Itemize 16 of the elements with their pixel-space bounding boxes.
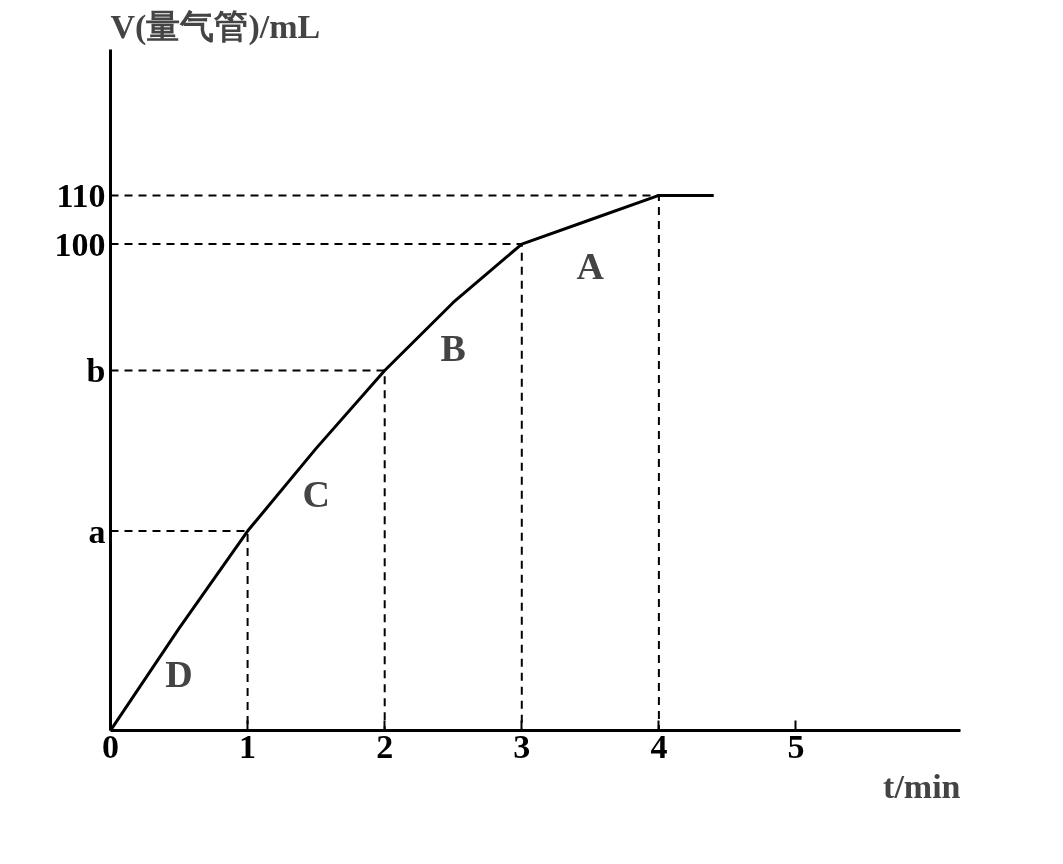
y-axis-title: V(量气管)/mL bbox=[110, 7, 321, 46]
annotation: D bbox=[165, 653, 193, 696]
x-tick-label: 2 bbox=[376, 727, 394, 765]
x-tick-label: 0 bbox=[102, 727, 119, 765]
x-tick-label: 4 bbox=[650, 727, 668, 765]
annotation: A bbox=[576, 244, 605, 287]
y-tick-label: b bbox=[86, 352, 106, 390]
annotation: C bbox=[302, 473, 330, 516]
y-tick-label: a bbox=[88, 512, 106, 550]
y-tick-label: 110 bbox=[56, 176, 106, 214]
y-tick-label: 100 bbox=[54, 225, 106, 263]
x-tick-label: 3 bbox=[513, 727, 531, 765]
annotation: B bbox=[440, 327, 466, 370]
x-tick-label: 1 bbox=[239, 727, 257, 765]
x-axis-title: t/min bbox=[883, 767, 961, 805]
x-tick-label: 5 bbox=[787, 727, 805, 765]
